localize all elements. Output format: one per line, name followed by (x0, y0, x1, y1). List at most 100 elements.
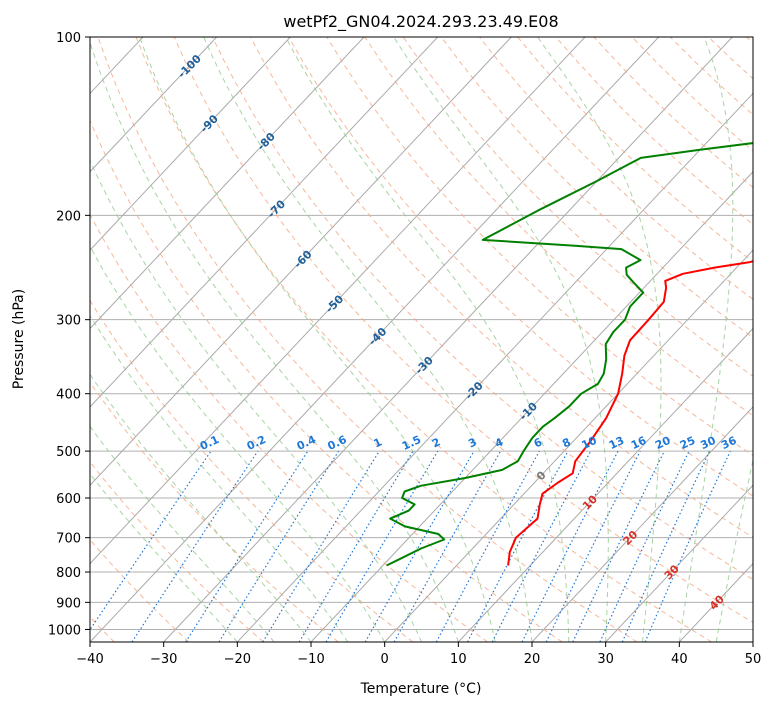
x-tick-label: −30 (150, 652, 177, 667)
mixing-ratio-label: 1.5 (400, 433, 423, 453)
y-axis: 100 200 300 400 500 600 700 800 900 1000 (48, 31, 90, 638)
mixing-ratio-label: 36 (719, 434, 739, 452)
moist-adiabat (139, 37, 496, 642)
mixing-ratio-line (218, 450, 340, 642)
y-tick-label: 500 (56, 445, 81, 460)
dry-adiabat (593, 37, 753, 189)
mixing-ratio-line (262, 450, 380, 642)
mixing-ratio-label: 0.4 (295, 433, 318, 453)
dry-adiabat (90, 539, 190, 642)
mixing-ratio-line (644, 450, 731, 642)
moist-adiabat (90, 373, 312, 642)
mixing-ratio-lines (90, 450, 731, 642)
mixing-ratio-line (521, 450, 619, 642)
dry-adiabat (517, 37, 753, 263)
dry-adiabat (250, 37, 753, 538)
x-tick-label: 40 (671, 652, 688, 667)
moist-adiabat (678, 37, 734, 642)
moist-adiabat (393, 37, 609, 642)
moist-adiabat (537, 37, 662, 642)
mixing-ratio-line (325, 450, 439, 642)
mixing-ratio-line (466, 450, 569, 642)
x-tick-label: −10 (297, 652, 324, 667)
dry-adiabat (211, 37, 753, 581)
plot-frame (89, 36, 754, 643)
mixing-ratio-label: 25 (678, 434, 697, 452)
isotherm-line (90, 37, 660, 642)
mixing-ratio-line (621, 450, 711, 642)
mixing-ratio-line (185, 450, 309, 642)
dry-adiabat (326, 37, 753, 457)
isotherm-line (90, 37, 439, 408)
mixing-ratio-label: 30 (698, 434, 718, 452)
mixing-ratio-line (599, 450, 690, 642)
mixing-ratio-line (131, 450, 259, 642)
x-tick-label: 30 (597, 652, 614, 667)
mixing-ratio-label: 0.1 (198, 433, 221, 453)
mixing-ratio-label: 8 (560, 435, 572, 450)
moist-adiabat (203, 37, 533, 642)
y-tick-label: 600 (56, 492, 81, 507)
mixing-ratio-line (545, 450, 641, 642)
isotherm-line (236, 92, 753, 642)
moist-adiabat (90, 314, 349, 642)
isotherm-line (90, 37, 365, 330)
temperature-profile (507, 260, 753, 566)
dry-adiabat (90, 213, 488, 642)
isotherm-line (90, 37, 291, 251)
dry-adiabat-label: -100 (175, 52, 204, 81)
dry-adiabat (746, 37, 753, 44)
x-tick-label: 50 (745, 652, 762, 667)
mixing-ratio-label: 3 (466, 435, 478, 450)
mixing-ratio-label: 20 (653, 434, 673, 452)
isotherm-grid (90, 37, 753, 642)
dry-adiabat (479, 37, 753, 300)
dry-adiabat (90, 119, 563, 642)
plot-area: 0.1 0.2 0.4 0.6 1 1.5 2 3 4 6 8 10 13 16 20 25 30 36-100-… (90, 37, 753, 642)
isotherm-line (605, 484, 753, 642)
y-tick-label: 800 (56, 566, 81, 581)
isotherm-line (457, 327, 753, 642)
y-tick-label: 400 (56, 388, 81, 403)
dry-adiabat (97, 37, 638, 642)
isotherm-line (384, 249, 753, 642)
mixing-ratio-line (90, 450, 212, 631)
dry-adiabat-lines (90, 37, 753, 642)
moist-adiabat (90, 159, 422, 642)
dewpoint-profile (386, 142, 753, 567)
mixing-ratio-label: 1 (372, 435, 384, 450)
dry-adiabat (669, 37, 753, 116)
chart-title: wetPf2_GN04.2024.293.23.49.E08 (283, 12, 558, 32)
mixing-ratio-line (435, 450, 540, 642)
dry-adiabat (135, 37, 712, 642)
moist-adiabat-lines (90, 37, 753, 642)
y-tick-label: 900 (56, 596, 81, 611)
moist-adiabat (90, 40, 459, 642)
x-tick-label: 0 (381, 652, 389, 667)
dry-adiabat (364, 37, 753, 417)
mixing-ratio-label: 0.6 (326, 433, 349, 453)
isotherm-line (531, 406, 753, 642)
isotherm-line (90, 37, 586, 565)
moist-adiabat (90, 425, 275, 642)
isotherm-line (752, 641, 753, 642)
dry-adiabat (173, 37, 753, 624)
y-tick-label: 300 (56, 314, 81, 329)
dry-adiabat (402, 37, 753, 377)
moist-adiabat (715, 457, 753, 642)
dry-adiabat (90, 299, 414, 642)
dry-adiabat (90, 461, 264, 642)
x-tick-label: 20 (524, 652, 541, 667)
mixing-ratio-line (572, 450, 665, 642)
mixing-ratio-label: 13 (607, 434, 626, 452)
mixing-ratio-line (393, 450, 502, 642)
mixing-ratio-label: 10 (580, 434, 600, 452)
isotherm-line (90, 37, 218, 173)
isoline-labels: 0.1 0.2 0.4 0.6 1 1.5 2 3 4 6 8 10 13 16 20 25 30 36-100-… (175, 52, 739, 613)
x-tick-label: −40 (76, 652, 103, 667)
mixing-ratio-label: 16 (629, 434, 649, 452)
isotherm-line (163, 37, 733, 642)
x-axis-label: Temperature (°C) (360, 681, 482, 697)
y-tick-label: 200 (56, 209, 81, 224)
